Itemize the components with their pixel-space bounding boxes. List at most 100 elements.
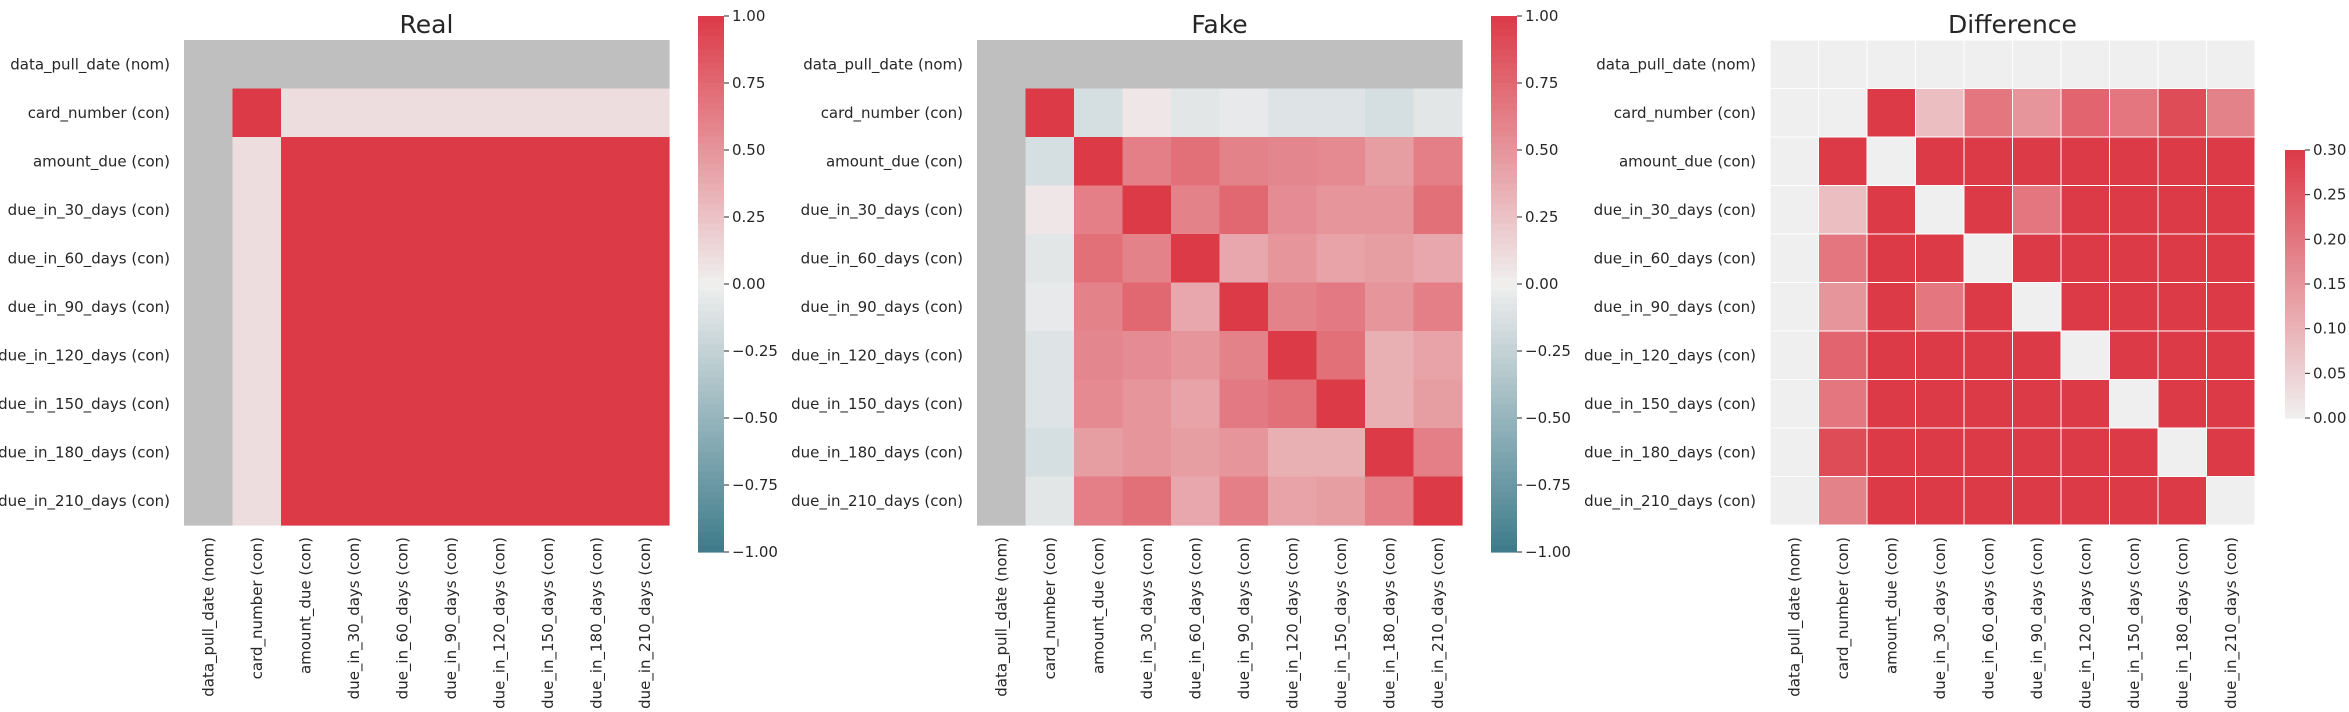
heatmap-cell [620,282,670,332]
heatmap-cell [232,234,282,284]
y-tick-label: due_in_180_days (con) [1584,443,1756,462]
heatmap-cell [2157,379,2207,429]
colorbar-tick-label: 0.15 [2313,275,2346,293]
colorbar-segment [698,317,724,325]
colorbar-segment [698,129,724,138]
colorbar-tick-label: 0.50 [1525,141,1558,159]
colorbar-tick-label: 0.00 [2313,409,2346,427]
heatmap-cell [2012,136,2062,186]
heatmap-cell [1818,136,1868,186]
heatmap-cell [1769,136,1819,186]
colorbar-segment [2285,273,2305,278]
heatmap-cell [1171,185,1221,235]
colorbar-segment [2285,160,2305,164]
heatmap-cell [378,379,428,429]
colorbar-segment [2285,260,2305,265]
x-tick-label: data_pull_date (nom) [1785,537,1804,697]
heatmap-cell [475,88,525,138]
heatmap-cell [1268,331,1318,381]
heatmap-cell [232,428,282,478]
heatmap-cell [2206,330,2256,380]
y-tick-label: due_in_180_days (con) [0,443,170,462]
y-tick-label: card_number (con) [1614,104,1756,123]
colorbar-segment [2285,237,2305,242]
heatmap-cell [572,282,622,332]
colorbar-segment [2285,270,2305,275]
heatmap-cell [2060,379,2110,429]
x-tick-label: due_in_60_days (con) [1186,537,1205,699]
colorbar-segment [698,123,724,131]
heatmap-cell [232,379,282,429]
heatmap-cell [426,282,476,332]
heatmap-cell [232,282,282,332]
colorbar-segment [2285,367,2305,372]
colorbar-segment [2285,173,2305,178]
heatmap-cell [184,137,234,187]
colorbar-segment [698,183,724,191]
heatmap-cell [1316,185,1366,235]
heatmap-cell [1219,428,1269,478]
heatmap-cell [523,331,573,381]
colorbar-segment [1491,170,1517,178]
heatmap-cell [2157,185,2207,235]
heatmap-cell [2060,185,2110,235]
heatmap-cell [1171,282,1221,332]
colorbar-segment [698,83,724,91]
heatmap-cell [1365,40,1415,90]
heatmap-cell [378,331,428,381]
y-tick-label: due_in_60_days (con) [8,249,170,268]
colorbar-segment [698,270,724,278]
colorbar-segment [1491,96,1517,104]
heatmap-cell [1365,428,1415,478]
colorbar-segment [698,89,724,97]
heatmap-cell [426,234,476,284]
colorbar-segment [698,136,724,144]
heatmap-cell [281,88,331,138]
heatmap-cell [1122,40,1172,90]
colorbar-tick-label: 1.00 [1525,7,1558,25]
colorbar-segment [698,150,724,158]
heatmap-cell [1316,379,1366,429]
heatmap-cell [2206,88,2256,138]
heatmap-cell [1769,379,1819,429]
colorbar-segment [698,36,724,44]
colorbar-segment [698,538,724,546]
heatmap-cell [378,40,428,90]
colorbar-segment [2285,220,2305,225]
heatmap-cell [1025,379,1075,429]
heatmap-cell [1122,234,1172,284]
y-tick-label: data_pull_date (nom) [1596,55,1756,74]
colorbar-segment [1491,344,1517,352]
colorbar-segment [698,96,724,104]
colorbar-segment [2285,377,2305,382]
heatmap-cell [977,88,1027,138]
heatmap-cell [1915,330,1965,380]
heatmap-cell [329,379,379,429]
x-tick-label: data_pull_date (nom) [992,537,1011,697]
heatmap-cell [1268,379,1318,429]
heatmap-cell [1122,185,1172,235]
heatmap-cell [1866,136,1916,186]
heatmap-cell [184,282,234,332]
heatmap-cell [523,137,573,187]
colorbar-segment [2285,230,2305,235]
heatmap-cell [2157,233,2207,283]
heatmap-cell [1074,234,1124,284]
colorbar-tick-label: 0.25 [1525,208,1558,226]
heatmap-cell [1025,185,1075,235]
heatmap-cell [1171,40,1221,90]
heatmap-cell [329,234,379,284]
colorbar-tick-label: 0.20 [2313,230,2346,248]
heatmap-cell [329,185,379,235]
colorbar-segment [2285,253,2305,258]
chart-title: Fake [1191,10,1247,39]
colorbar-segment [1491,16,1517,24]
heatmap-cell [2012,88,2062,138]
colorbar-segment [2285,203,2305,208]
heatmap-cell [2109,39,2159,89]
colorbar-segment [2285,243,2305,248]
colorbar-segment [698,431,724,439]
heatmap-cell [1963,136,2013,186]
heatmap-cell [1866,330,1916,380]
colorbar-segment [2285,354,2305,359]
